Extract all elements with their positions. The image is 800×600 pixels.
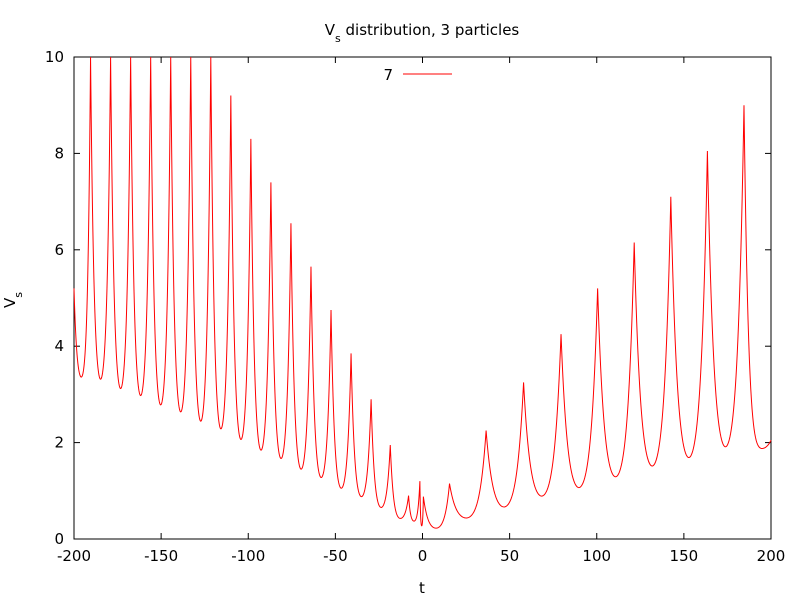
plot-frame bbox=[73, 56, 772, 540]
x-tick-label: -100 bbox=[231, 547, 265, 565]
series-7-line bbox=[73, 56, 772, 529]
y-tick-label: 2 bbox=[54, 434, 64, 452]
chart-title: Vs distribution, 3 particles bbox=[325, 21, 520, 45]
axis-ticks bbox=[73, 56, 772, 540]
y-tick-label: 6 bbox=[54, 241, 64, 259]
x-tick-label: 100 bbox=[582, 547, 611, 565]
x-tick-label: 0 bbox=[418, 547, 428, 565]
y-tick-label: 8 bbox=[54, 144, 64, 162]
y-tick-label: 4 bbox=[54, 337, 64, 355]
x-tick-label: -200 bbox=[57, 547, 91, 565]
x-tick-label: 50 bbox=[500, 547, 519, 565]
y-tick-label: 10 bbox=[45, 48, 64, 66]
tick-labels: -200 -150 -100 -50 0 50 100 150 200 0 2 4 6 8 10 bbox=[45, 48, 785, 565]
x-tick-label: -150 bbox=[144, 547, 178, 565]
x-tick-label: -50 bbox=[323, 547, 348, 565]
x-tick-label: 150 bbox=[670, 547, 699, 565]
x-axis-label: t bbox=[419, 579, 425, 597]
y-axis-label: Vs bbox=[1, 292, 25, 308]
legend-label: 7 bbox=[383, 66, 393, 84]
y-tick-label: 0 bbox=[54, 530, 64, 548]
x-tick-label: 200 bbox=[757, 547, 786, 565]
legend: 7 bbox=[383, 66, 452, 84]
